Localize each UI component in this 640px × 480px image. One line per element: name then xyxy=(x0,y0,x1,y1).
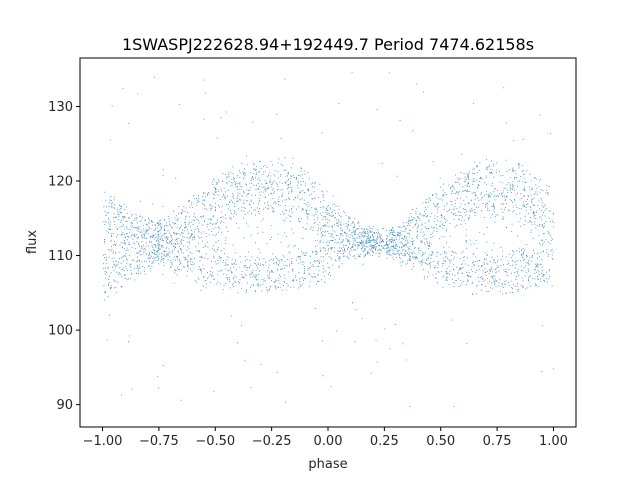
plot-area xyxy=(79,57,577,428)
x-tick-label: −0.75 xyxy=(139,434,179,449)
axes-background xyxy=(80,58,576,427)
y-tick-label: 120 xyxy=(48,175,73,190)
x-tick-label: 0.75 xyxy=(483,434,512,449)
x-tick-label: −0.25 xyxy=(252,434,292,449)
x-tick-label: 0.50 xyxy=(426,434,455,449)
x-tick-label: 1.00 xyxy=(539,434,568,449)
x-tick-label: 0.00 xyxy=(314,434,343,449)
y-tick-label: 90 xyxy=(56,398,73,413)
x-axis-ticks: −1.00 −0.75 −0.50 −0.25 0.00 0.25 0.50 0.75 1.00 xyxy=(83,427,568,449)
flux-data-points xyxy=(102,71,555,408)
chart-title: 1SWASPJ222628.94+192449.7 Period 7474.62… xyxy=(122,35,534,54)
x-tick-label: −0.50 xyxy=(195,434,235,449)
x-tick-label: −1.00 xyxy=(83,434,123,449)
y-axis-label: flux xyxy=(25,230,40,254)
scatter-points xyxy=(102,71,555,408)
y-tick-label: 100 xyxy=(48,324,73,339)
y-tick-label: 110 xyxy=(48,249,73,264)
x-axis-label: phase xyxy=(308,457,347,472)
y-tick-label: 130 xyxy=(48,100,73,115)
x-tick-label: 0.25 xyxy=(370,434,399,449)
y-axis-ticks: 90 100 110 120 130 xyxy=(48,100,80,413)
